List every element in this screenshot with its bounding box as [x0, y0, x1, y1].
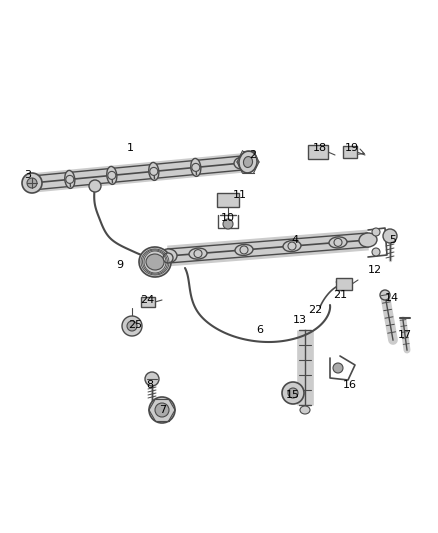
Circle shape	[282, 382, 304, 404]
Ellipse shape	[107, 166, 117, 184]
Text: 9: 9	[117, 260, 124, 270]
Text: 25: 25	[128, 320, 142, 330]
Circle shape	[223, 219, 233, 229]
Ellipse shape	[359, 233, 377, 247]
Circle shape	[149, 397, 175, 423]
Ellipse shape	[159, 249, 177, 263]
Text: 10: 10	[221, 213, 235, 223]
Ellipse shape	[146, 254, 164, 270]
Text: 19: 19	[345, 143, 359, 153]
Text: 3: 3	[25, 170, 32, 180]
Circle shape	[192, 164, 200, 172]
Circle shape	[380, 290, 390, 300]
Circle shape	[334, 238, 342, 246]
Ellipse shape	[235, 245, 253, 255]
Bar	[308, 145, 328, 159]
Bar	[343, 146, 357, 158]
Circle shape	[333, 363, 343, 373]
Circle shape	[22, 173, 42, 193]
Text: 1: 1	[127, 143, 134, 153]
Text: 12: 12	[368, 265, 382, 275]
Text: 6: 6	[257, 325, 264, 335]
Circle shape	[155, 403, 169, 417]
Text: 16: 16	[343, 380, 357, 390]
Circle shape	[288, 388, 298, 398]
Circle shape	[163, 253, 173, 263]
Text: 2: 2	[249, 150, 257, 160]
Circle shape	[66, 175, 74, 183]
Ellipse shape	[139, 247, 171, 277]
Circle shape	[108, 172, 116, 180]
Ellipse shape	[65, 171, 75, 188]
Text: 18: 18	[313, 143, 327, 153]
Text: 21: 21	[333, 290, 347, 300]
Circle shape	[372, 248, 380, 256]
Ellipse shape	[234, 157, 250, 169]
Text: 7: 7	[159, 405, 166, 415]
Circle shape	[194, 249, 202, 257]
Text: 14: 14	[385, 293, 399, 303]
Circle shape	[122, 316, 142, 336]
Ellipse shape	[329, 237, 347, 248]
Ellipse shape	[300, 406, 310, 414]
Circle shape	[372, 228, 380, 236]
Circle shape	[150, 167, 158, 175]
Ellipse shape	[149, 163, 159, 180]
Circle shape	[240, 246, 248, 254]
Ellipse shape	[283, 240, 301, 252]
Text: 15: 15	[286, 390, 300, 400]
Text: 17: 17	[398, 330, 412, 340]
Circle shape	[288, 242, 296, 250]
Circle shape	[127, 321, 137, 331]
Bar	[141, 297, 155, 307]
Text: 24: 24	[140, 295, 154, 305]
Text: 22: 22	[308, 305, 322, 315]
Ellipse shape	[189, 248, 207, 259]
Text: 8: 8	[146, 380, 154, 390]
Circle shape	[145, 372, 159, 386]
Text: 5: 5	[389, 235, 396, 245]
Circle shape	[89, 180, 101, 192]
Text: 13: 13	[293, 315, 307, 325]
Ellipse shape	[244, 157, 253, 167]
Ellipse shape	[239, 151, 257, 173]
Text: 4: 4	[291, 235, 299, 245]
Ellipse shape	[191, 158, 201, 176]
Circle shape	[27, 178, 37, 188]
Circle shape	[383, 229, 397, 243]
Bar	[336, 278, 352, 290]
Ellipse shape	[24, 177, 40, 189]
Text: 11: 11	[233, 190, 247, 200]
Bar	[217, 193, 239, 207]
